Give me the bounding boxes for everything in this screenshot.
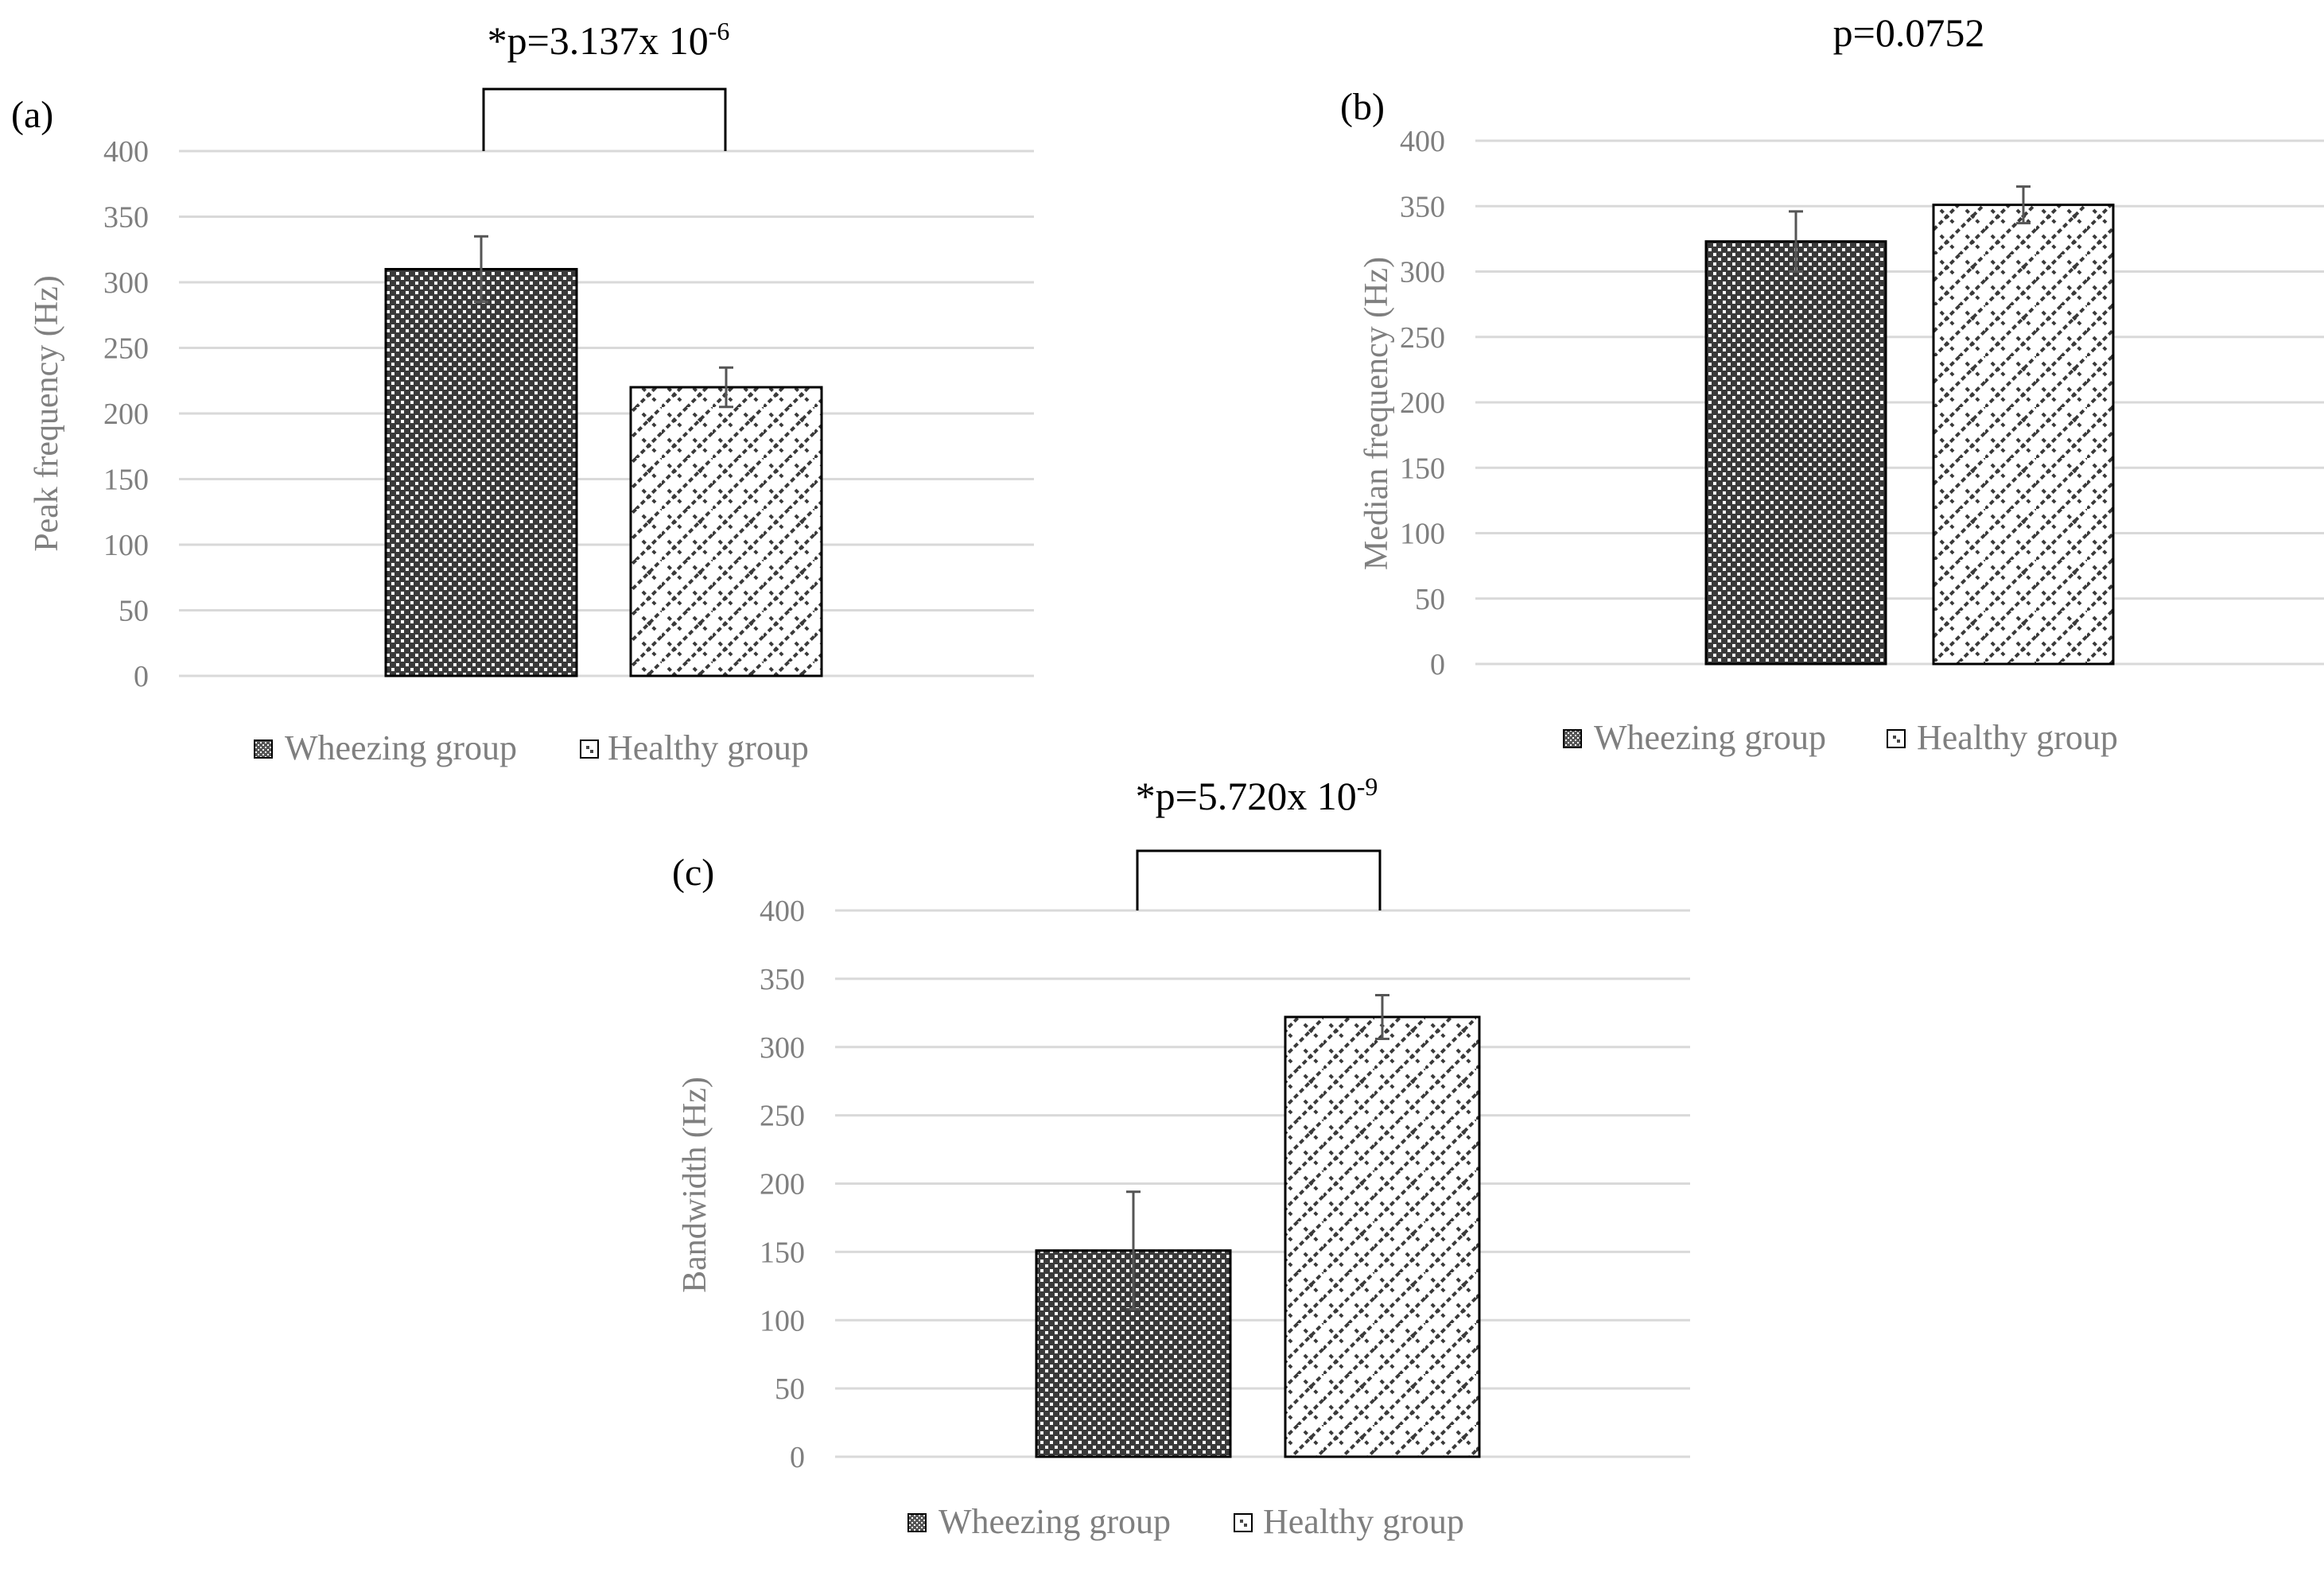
legend-swatch-mark [1240,1520,1243,1523]
y-tick-label: 350 [103,201,149,235]
y-tick-label: 300 [103,266,149,300]
bar-healthy-group [629,386,823,677]
p-value-main: *p=3.137x 10 [488,18,709,63]
y-tick-label: 150 [1400,452,1445,485]
y-axis-label: Peak frequency (Hz) [29,275,65,551]
y-tick-label: 150 [760,1236,805,1269]
significance-bracket [482,87,727,151]
chart-panel-1: 0 50 100 150 200 250 300 350 400 Peak frequency (… [11,17,1034,767]
legend-swatch-mark [586,746,589,749]
y-tick-label: 100 [760,1304,805,1337]
legend-label: Wheezing group [285,728,517,767]
y-axis-label: Bandwidth (Hz) [677,1077,713,1293]
legend-swatch [1563,729,1582,748]
y-tick-label: 100 [1400,518,1445,551]
y-tick-label: 300 [760,1031,805,1065]
y-tick-label: 200 [1400,386,1445,420]
p-value-label: p=0.0752 [1833,10,1985,55]
y-tick-label: 50 [1415,583,1445,616]
y-axis-label: Median frequency (Hz) [1358,257,1395,570]
y-tick-label: 250 [1400,321,1445,355]
y-tick-label: 200 [760,1168,805,1201]
legend-swatch-mark [1897,740,1900,743]
y-tick-label: 0 [790,1441,805,1474]
legend-swatch-mark [1893,736,1896,739]
y-tick-label: 0 [134,660,149,693]
p-value-label: *p=5.720x 10-9 [1136,772,1378,818]
legend-label: Wheezing group [939,1502,1171,1541]
p-value-exponent: -6 [709,17,730,45]
significance-bracket [1136,849,1382,910]
bar-wheezing-group [384,268,578,677]
chart-panel-2: 0 50 100 150 200 250 300 350 400 Median frequency… [1340,10,2324,757]
bar-healthy-group [1284,1015,1481,1458]
y-tick-label: 400 [760,895,805,928]
y-tick-label: 200 [103,398,149,431]
p-value-exponent: -9 [1357,772,1378,801]
y-tick-label: 250 [760,1100,805,1133]
panel-label: (c) [672,852,714,894]
legend-swatch-mark [1244,1524,1247,1527]
legend-label: Healthy group [1263,1502,1464,1541]
p-value-main: p=0.0752 [1833,10,1985,55]
p-value-label: *p=3.137x 10-6 [488,17,730,63]
y-tick-label: 50 [119,595,149,628]
y-tick-label: 50 [775,1372,805,1406]
legend-label: Wheezing group [1594,718,1826,757]
y-tick-label: 350 [760,963,805,996]
legend-label: Healthy group [608,728,809,767]
y-tick-label: 300 [1400,256,1445,289]
panel-label: (b) [1340,86,1385,128]
y-tick-label: 100 [103,529,149,562]
legend-swatch [907,1513,927,1532]
bar-wheezing-group [1704,240,1887,666]
legend-swatch [254,740,273,759]
bar-healthy-group [1932,204,2115,666]
y-tick-label: 0 [1430,648,1445,681]
y-tick-label: 400 [103,135,149,169]
y-tick-label: 350 [1400,190,1445,223]
y-tick-label: 400 [1400,125,1445,158]
y-tick-label: 250 [103,332,149,366]
chart-panel-3: 0 50 100 150 200 250 300 350 400 Bandwidth (Hz) (c… [672,772,1690,1541]
y-tick-label: 150 [103,464,149,497]
p-value-main: *p=5.720x 10 [1136,774,1357,818]
legend-swatch-mark [590,750,593,753]
panel-label: (a) [11,94,53,136]
legend-label: Healthy group [1917,718,2118,757]
